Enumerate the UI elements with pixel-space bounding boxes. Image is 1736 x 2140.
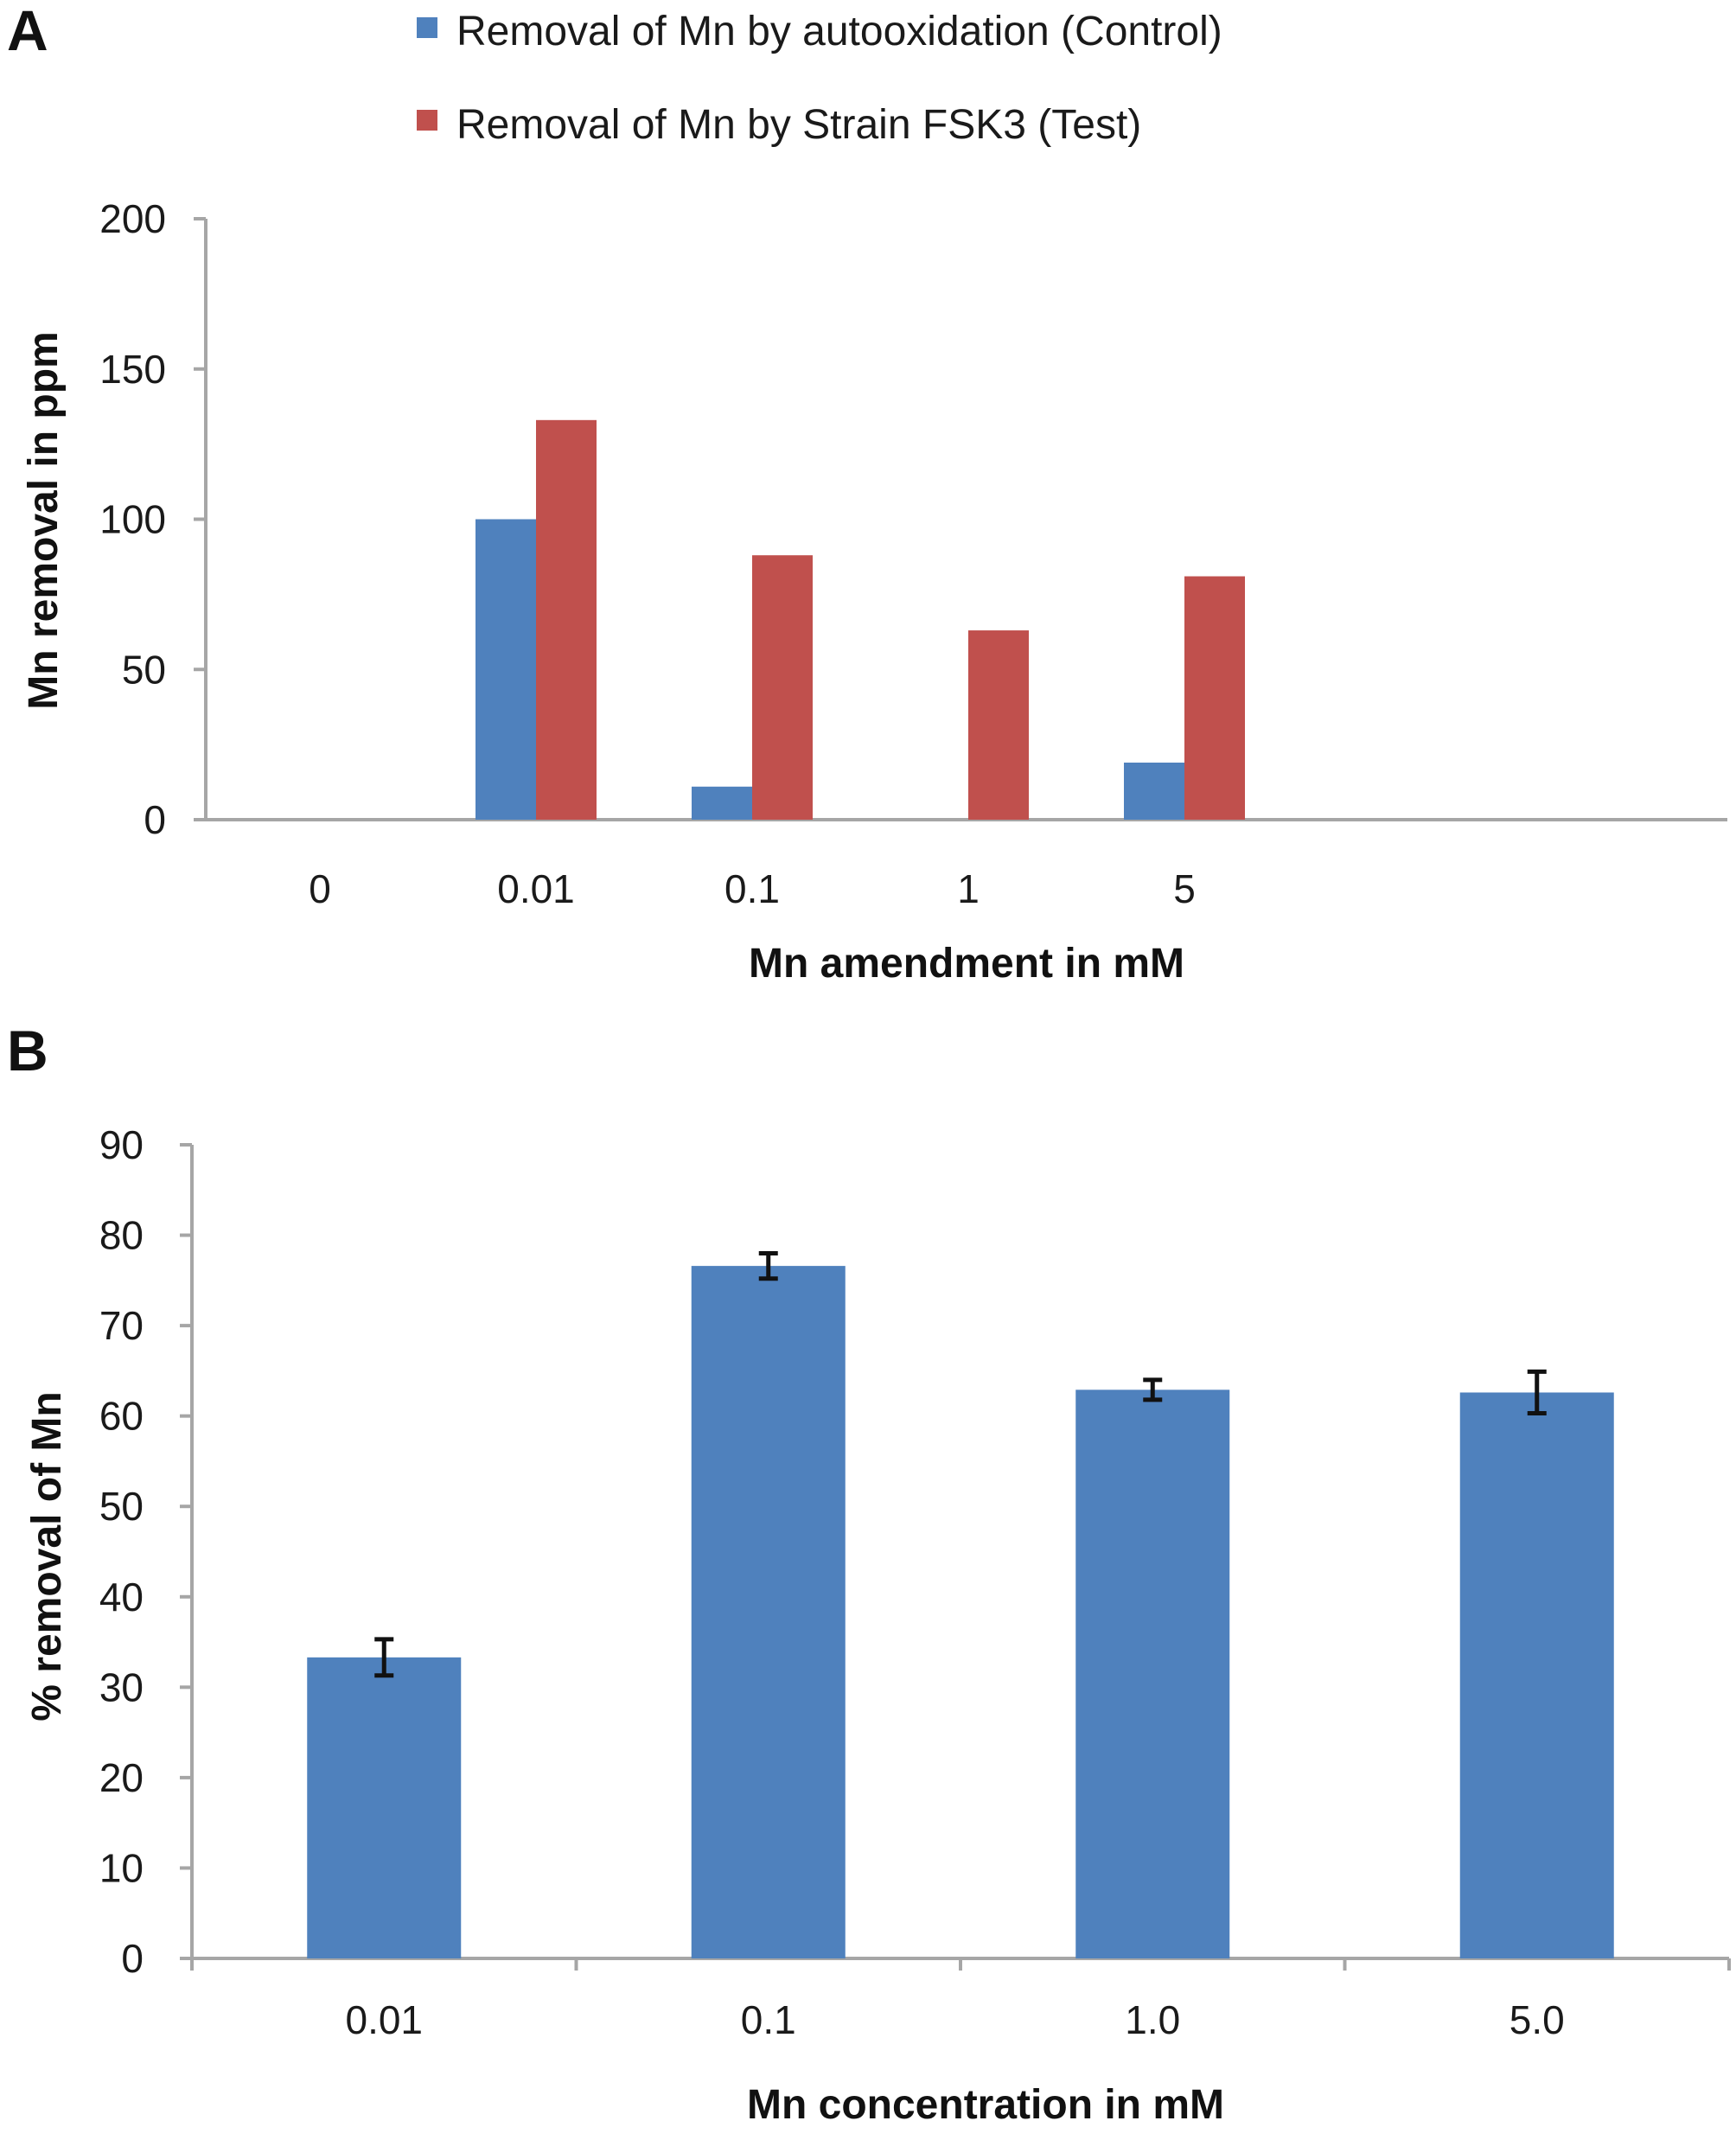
y-tick-label: 70 <box>99 1303 144 1348</box>
panel-b: B 0 10 20 30 40 50 60 70 80 90 0.01 0.1 1.0 5.0 Mn co… <box>7 1019 1731 2128</box>
y-tick-label: 150 <box>99 347 166 392</box>
y-tick-label: 0 <box>144 797 166 842</box>
y-tick-label: 40 <box>99 1575 144 1619</box>
panel-a-legend: Removal of Mn by autooxidation (Control)… <box>417 9 1222 148</box>
panel-b-x-axis-title: Mn concentration in mM <box>747 2082 1224 2128</box>
y-tick-label: 200 <box>99 196 166 241</box>
bar-5.0 <box>1459 1392 1614 1958</box>
error-bar-0.1 <box>758 1250 778 1281</box>
y-tick-label: 0 <box>121 1936 144 1981</box>
bar-test-5 <box>1184 576 1245 820</box>
x-tick-label: 0.01 <box>345 1997 423 2042</box>
panel-b-letter: B <box>7 1019 48 1083</box>
panel-a-y-axis-title: Mn removal in ppm <box>21 331 67 709</box>
y-tick-label: 60 <box>99 1394 144 1439</box>
panel-a-bars <box>475 419 1245 820</box>
error-bar-0.01 <box>374 1637 394 1678</box>
y-tick-label: 20 <box>99 1755 144 1800</box>
x-tick-label: 5 <box>1173 866 1196 911</box>
bar-1.0 <box>1075 1389 1230 1958</box>
panel-a: A Removal of Mn by autooxidation (Contro… <box>7 0 1727 987</box>
legend-swatch-test <box>417 110 437 131</box>
bar-test-0.1 <box>752 555 813 820</box>
bar-0.01 <box>307 1657 462 1958</box>
y-tick-label: 10 <box>99 1845 144 1890</box>
y-tick-label: 50 <box>122 647 166 692</box>
legend-label-control: Removal of Mn by autooxidation (Control) <box>456 9 1222 54</box>
panel-b-bars <box>307 1266 1614 1958</box>
y-tick-label: 50 <box>99 1484 144 1529</box>
x-tick-label: 0.01 <box>497 866 575 911</box>
panel-a-axes <box>194 217 1727 821</box>
bar-control-5 <box>1124 762 1184 820</box>
panel-a-letter: A <box>7 0 48 62</box>
panel-a-tick-labels: 0 50 100 150 200 0 0.01 0.1 1 5 <box>99 196 1196 911</box>
bar-test-0.01 <box>536 419 597 820</box>
x-tick-label: 1.0 <box>1125 1997 1180 2042</box>
panel-b-tick-labels: 0 10 20 30 40 50 60 70 80 90 0.01 0.1 1.0 5.0 <box>99 1122 1565 2042</box>
x-tick-label: 0.1 <box>724 866 780 911</box>
x-tick-label: 5.0 <box>1509 1997 1565 2042</box>
y-tick-label: 30 <box>99 1664 144 1709</box>
legend-label-test: Removal of Mn by Strain FSK3 (Test) <box>456 102 1141 148</box>
bar-control-0.1 <box>692 786 752 820</box>
y-tick-label: 100 <box>99 497 166 542</box>
x-tick-label: 0 <box>309 866 331 911</box>
bar-test-1 <box>968 630 1029 820</box>
panel-a-x-axis-title: Mn amendment in mM <box>749 941 1184 987</box>
legend-swatch-control <box>417 17 437 38</box>
x-tick-label: 0.1 <box>741 1997 796 2042</box>
y-tick-label: 90 <box>99 1122 144 1167</box>
panel-b-error-bars <box>374 1250 1547 1678</box>
error-bar-5.0 <box>1527 1369 1547 1416</box>
panel-b-y-axis-title: % removal of Mn <box>24 1391 70 1721</box>
bar-control-0.01 <box>475 519 536 820</box>
error-bar-1.0 <box>1143 1377 1163 1402</box>
bar-0.1 <box>691 1266 846 1958</box>
y-tick-label: 80 <box>99 1213 144 1258</box>
x-tick-label: 1 <box>957 866 980 911</box>
